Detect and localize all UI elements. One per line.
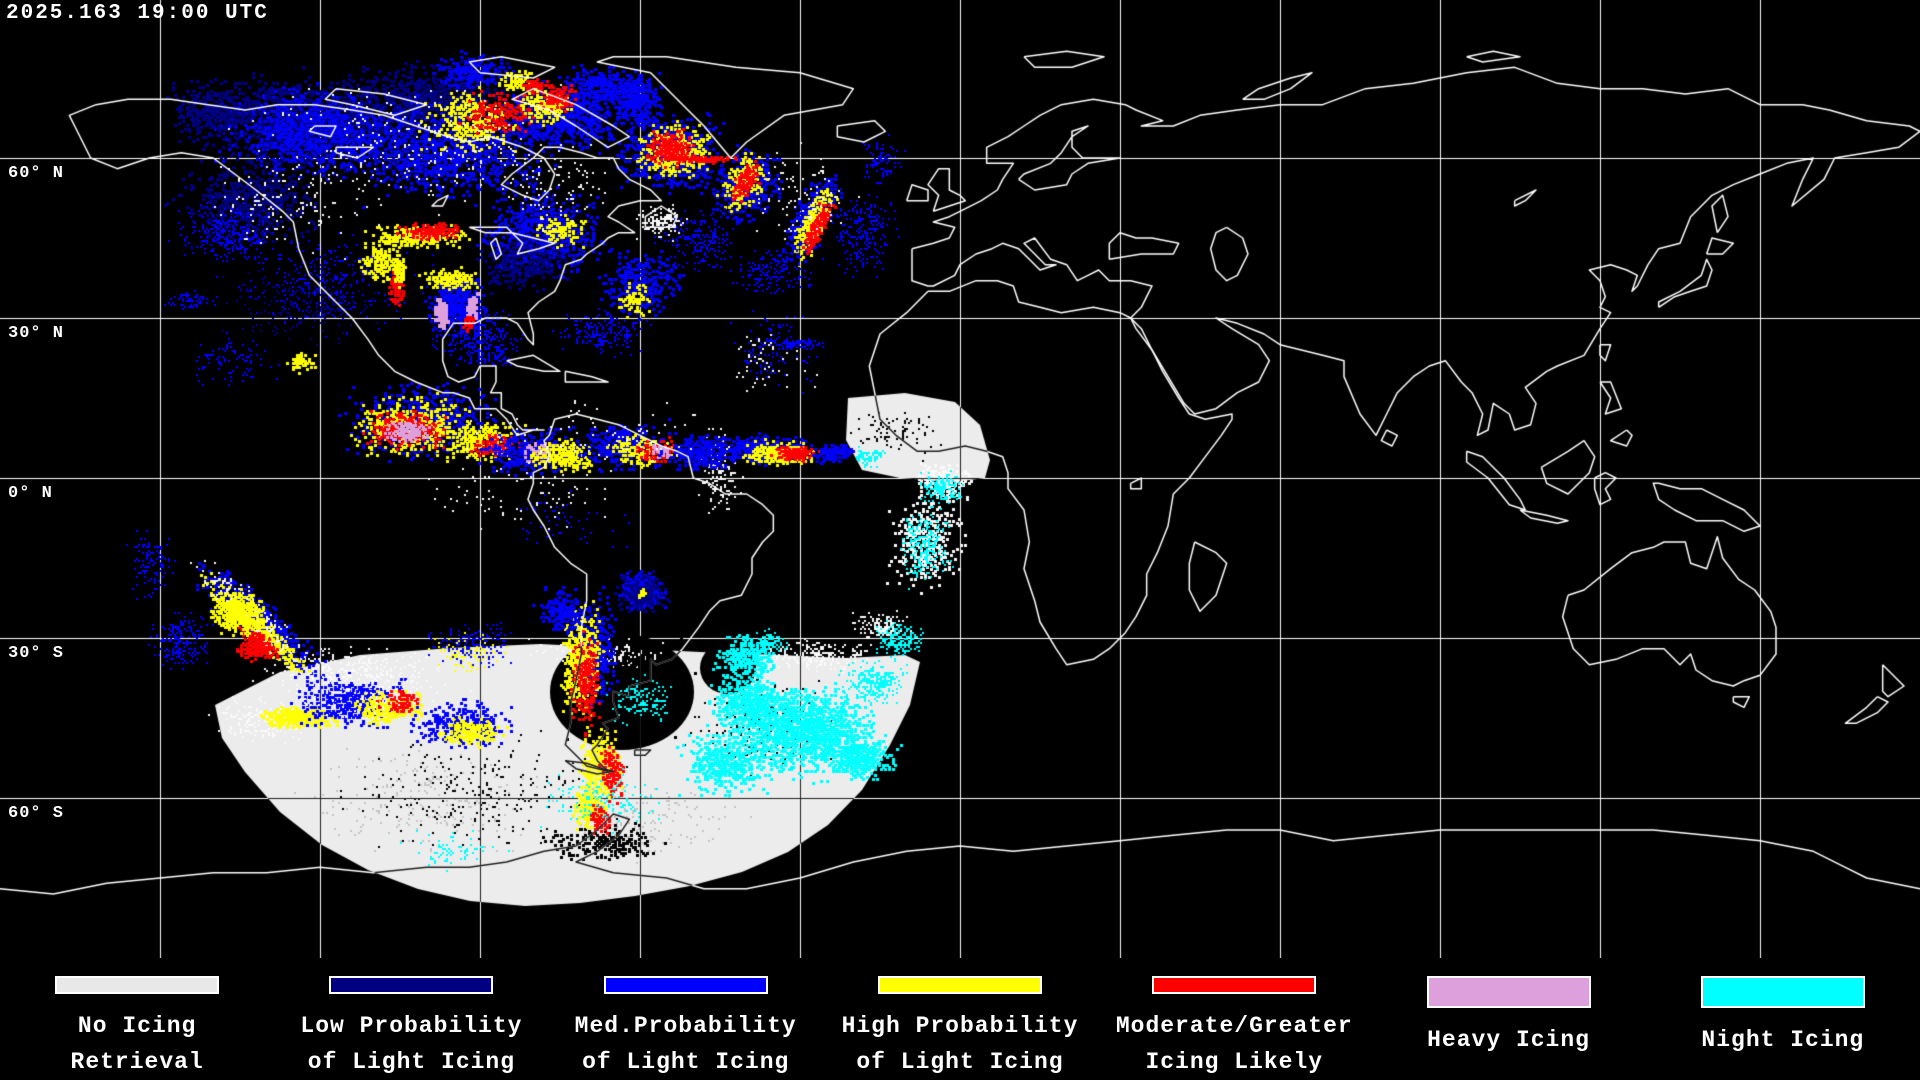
legend-swatch-low-probability bbox=[329, 976, 494, 994]
map-area: 2025.163 19:00 UTC 60° N 30° N 0° N 30° S 60… bbox=[0, 0, 1920, 958]
legend-item-night-icing: Night Icing bbox=[1646, 958, 1920, 1080]
legend-item-low-probability: Low Probability of Light Icing bbox=[274, 958, 548, 1080]
legend-swatch-night-icing bbox=[1700, 976, 1865, 1008]
legend-label-high-probability: High Probability of Light Icing bbox=[841, 1013, 1079, 1075]
legend-label-low-probability: Low Probability of Light Icing bbox=[300, 1013, 523, 1075]
legend-label-night-icing: Night Icing bbox=[1701, 1027, 1865, 1053]
legend-swatch-no-icing-retrieval bbox=[55, 976, 220, 994]
legend-item-high-probability: High Probability of Light Icing bbox=[823, 958, 1097, 1080]
legend-swatch-heavy-icing bbox=[1426, 976, 1591, 1008]
legend-item-moderate-greater: Moderate/Greater Icing Likely bbox=[1097, 958, 1371, 1080]
latitude-label: 0° N bbox=[8, 484, 53, 503]
world-icing-map-canvas bbox=[0, 0, 1920, 958]
legend: No Icing Retrieval Low Probability of Lig… bbox=[0, 958, 1920, 1080]
legend-swatch-high-probability bbox=[877, 976, 1042, 994]
legend-label-heavy-icing: Heavy Icing bbox=[1427, 1027, 1590, 1053]
legend-item-heavy-icing: Heavy Icing bbox=[1371, 958, 1645, 1080]
legend-swatch-moderate-greater bbox=[1152, 976, 1317, 994]
legend-label-moderate-greater: Moderate/Greater Icing Likely bbox=[1115, 1013, 1353, 1075]
legend-item-no-icing-retrieval: No Icing Retrieval bbox=[0, 958, 274, 1080]
latitude-label: 30° N bbox=[8, 324, 65, 343]
legend-swatch-med-probability bbox=[603, 976, 768, 994]
legend-label-med-probability: Med.Probability of Light Icing bbox=[574, 1013, 797, 1075]
timestamp: 2025.163 19:00 UTC bbox=[6, 2, 269, 25]
legend-label-no-icing-retrieval: No Icing Retrieval bbox=[70, 1013, 204, 1075]
latitude-label: 60° S bbox=[8, 804, 65, 823]
legend-item-med-probability: Med.Probability of Light Icing bbox=[549, 958, 823, 1080]
latitude-label: 60° N bbox=[8, 164, 65, 183]
latitude-label: 30° S bbox=[8, 644, 65, 663]
